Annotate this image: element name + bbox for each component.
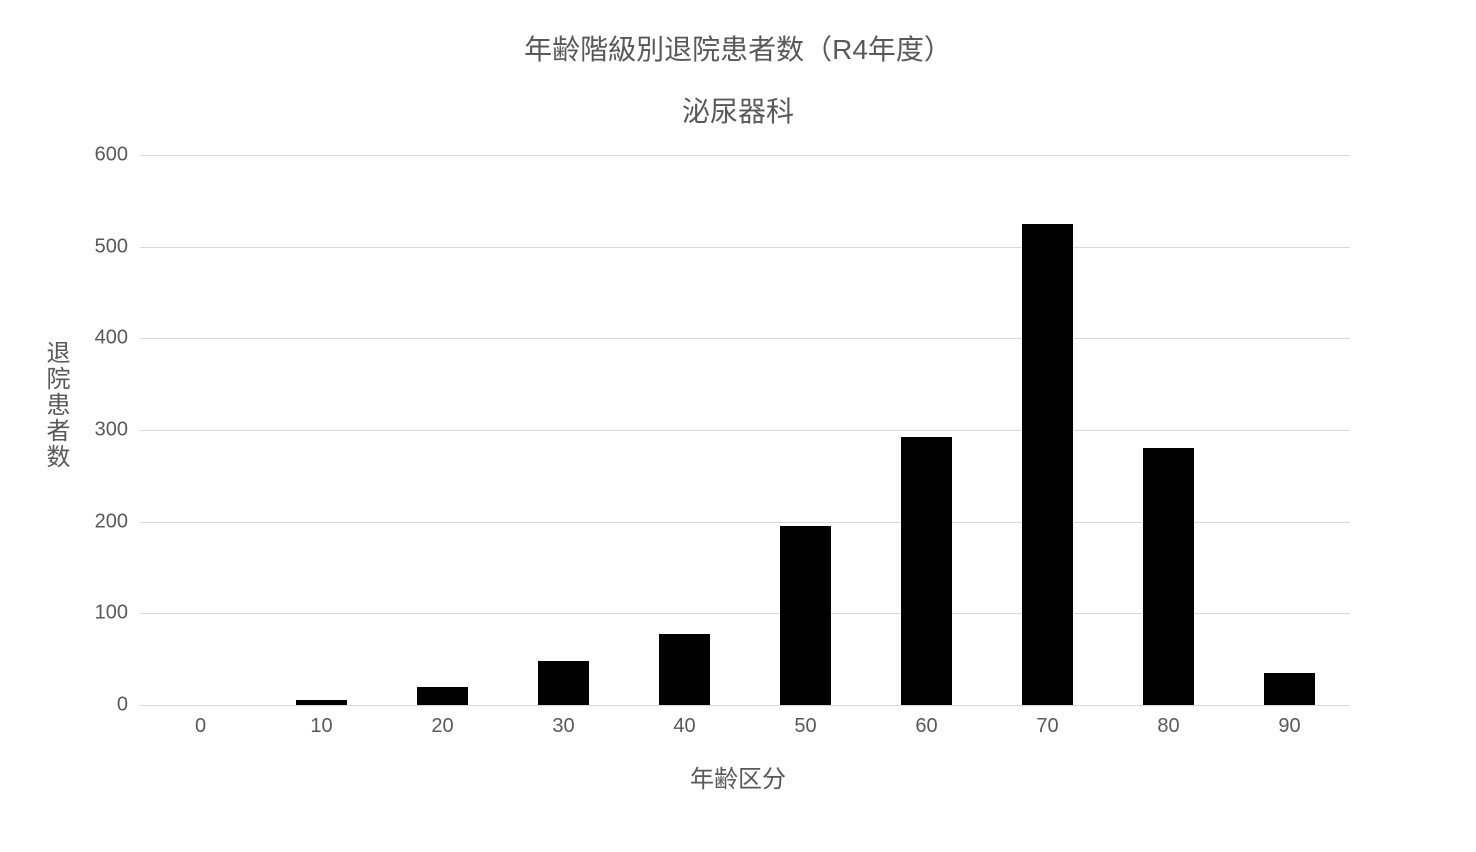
chart-title-sub: 泌尿器科	[0, 90, 1476, 130]
bar	[1143, 448, 1194, 705]
x-axis-label: 年齢区分	[0, 759, 1476, 794]
bar	[659, 634, 710, 706]
y-tick-label: 500	[95, 235, 128, 258]
y-tick-label: 600	[95, 144, 128, 167]
y-tick-label: 0	[117, 694, 128, 717]
y-tick-label: 300	[95, 419, 128, 442]
gridline	[140, 430, 1350, 431]
bar	[1264, 673, 1315, 705]
y-tick-label: 400	[95, 327, 128, 350]
chart-title-main: 年齢階級別退院患者数（R4年度）	[0, 28, 1476, 68]
bar	[901, 437, 952, 705]
bar	[417, 687, 468, 705]
x-tick-label: 20	[431, 715, 453, 738]
x-tick-label: 50	[794, 715, 816, 738]
x-tick-label: 10	[310, 715, 332, 738]
gridline	[140, 705, 1350, 706]
bar	[538, 661, 589, 705]
bar	[780, 526, 831, 705]
x-tick-label: 60	[915, 715, 937, 738]
y-tick-label: 100	[95, 602, 128, 625]
x-tick-label: 80	[1157, 715, 1179, 738]
plot-area: 01002003004005006000102030405060708090	[140, 155, 1350, 705]
x-tick-label: 30	[552, 715, 574, 738]
gridline	[140, 247, 1350, 248]
gridline	[140, 155, 1350, 156]
chart-container: 年齢階級別退院患者数（R4年度） 泌尿器科 退院患者数 年齢区分 0100200…	[0, 0, 1476, 852]
y-axis-label: 退院患者数	[38, 340, 73, 470]
gridline	[140, 338, 1350, 339]
y-tick-label: 200	[95, 510, 128, 533]
x-tick-label: 40	[673, 715, 695, 738]
bar	[1022, 224, 1073, 705]
x-tick-label: 90	[1278, 715, 1300, 738]
x-tick-label: 70	[1036, 715, 1058, 738]
bar	[296, 700, 347, 705]
x-tick-label: 0	[195, 715, 206, 738]
